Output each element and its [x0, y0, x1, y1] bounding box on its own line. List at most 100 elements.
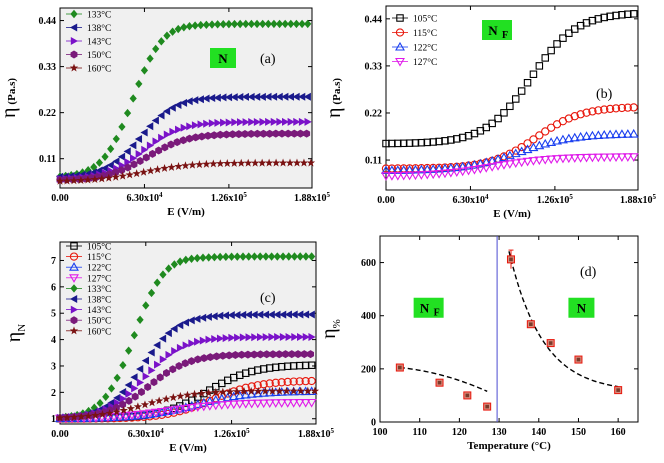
- data-point: [265, 379, 274, 388]
- phase-badge-box: [482, 20, 512, 40]
- data-point: [237, 158, 246, 167]
- data-point: [123, 108, 132, 118]
- y-tick-label: 0.44: [365, 14, 383, 25]
- data-point: [230, 93, 238, 102]
- phase-badge-text: N: [218, 51, 228, 66]
- data-point: [540, 155, 551, 165]
- data-point: [102, 392, 110, 401]
- data-point: [240, 389, 251, 399]
- data-point: [142, 372, 150, 381]
- data-point: [111, 172, 120, 181]
- data-point: [175, 125, 183, 134]
- data-point: [230, 158, 239, 167]
- x-tick-label: 140: [531, 427, 546, 438]
- data-point: [208, 20, 216, 29]
- x-tick-label-exp: 5: [331, 427, 335, 435]
- data-point: [174, 24, 182, 34]
- x-tick-label: 1.26x105: [214, 427, 251, 440]
- data-point: [273, 310, 281, 319]
- data-point: [302, 252, 310, 261]
- data-point: [144, 383, 152, 392]
- data-point: [192, 403, 203, 412]
- data-point: [69, 176, 79, 185]
- data-point: [188, 339, 196, 348]
- data-point: [176, 321, 184, 330]
- data-point: [540, 138, 551, 148]
- data-point: [269, 350, 277, 359]
- data-point: [271, 378, 280, 387]
- y-tick-label: 0.33: [365, 61, 383, 72]
- data-point: [463, 166, 474, 176]
- data-point: [131, 384, 139, 393]
- data-point: [475, 165, 486, 174]
- legend-marker: [396, 14, 404, 22]
- data-point: [392, 165, 403, 174]
- data-point: [296, 386, 305, 395]
- data-point: [154, 360, 162, 369]
- data-point: [299, 158, 309, 167]
- data-point: [146, 141, 155, 150]
- data-point: [286, 92, 295, 101]
- panel-label: (c): [260, 291, 276, 306]
- data-point-core: [465, 393, 470, 398]
- data-point: [113, 393, 121, 402]
- data-point: [233, 311, 241, 320]
- data-point: [278, 129, 286, 138]
- data-point: [296, 252, 304, 261]
- data-point: [168, 27, 177, 36]
- data-point: [119, 406, 128, 414]
- data-point: [285, 332, 293, 341]
- data-point: [229, 130, 237, 139]
- data-point: [198, 313, 207, 322]
- data-point: [451, 168, 462, 177]
- y-axis-label: η(Pa.s): [323, 78, 345, 118]
- data-point: [241, 92, 249, 101]
- data-point: [179, 136, 187, 145]
- data-point: [266, 129, 274, 138]
- data-point: [487, 163, 498, 172]
- data-point: [153, 165, 162, 174]
- data-point: [186, 122, 194, 131]
- data-point: [250, 252, 259, 261]
- x-tick-label: 160: [611, 427, 626, 438]
- data-point: [517, 87, 526, 95]
- series-138C: [56, 92, 311, 181]
- data-point: [204, 131, 212, 140]
- phase-badge-0-text: N: [420, 301, 430, 316]
- data-point: [90, 403, 98, 412]
- data-point: [232, 387, 242, 396]
- data-point: [223, 130, 230, 139]
- data-point: [210, 252, 219, 262]
- data-point: [275, 92, 283, 101]
- data-point: [582, 108, 591, 117]
- data-point: [112, 157, 120, 166]
- data-point: [153, 278, 161, 287]
- legend-label: 115°C: [413, 28, 437, 39]
- data-point: [499, 161, 509, 170]
- data-point: [240, 399, 251, 409]
- data-point: [180, 23, 188, 32]
- x-tick-label-exp: 5: [243, 191, 247, 199]
- data-point: [125, 346, 133, 355]
- data-point: [182, 341, 190, 350]
- data-point: [222, 392, 233, 402]
- data-point: [129, 94, 137, 103]
- data-point: [156, 373, 164, 382]
- data-point: [176, 257, 184, 266]
- data-point: [475, 158, 486, 168]
- data-point: [169, 365, 177, 374]
- data-point: [282, 399, 293, 408]
- data-point: [292, 158, 302, 167]
- data-point: [617, 103, 627, 113]
- phase-badge-box: [210, 48, 236, 68]
- data-point: [119, 360, 127, 370]
- data-point: [218, 387, 228, 396]
- data-point: [296, 310, 304, 319]
- data-point: [300, 350, 308, 359]
- data-point: [284, 129, 292, 138]
- data-point: [208, 119, 217, 128]
- data-point: [282, 350, 289, 359]
- data-point: [231, 351, 239, 360]
- data-point: [105, 408, 114, 417]
- data-point: [241, 129, 249, 138]
